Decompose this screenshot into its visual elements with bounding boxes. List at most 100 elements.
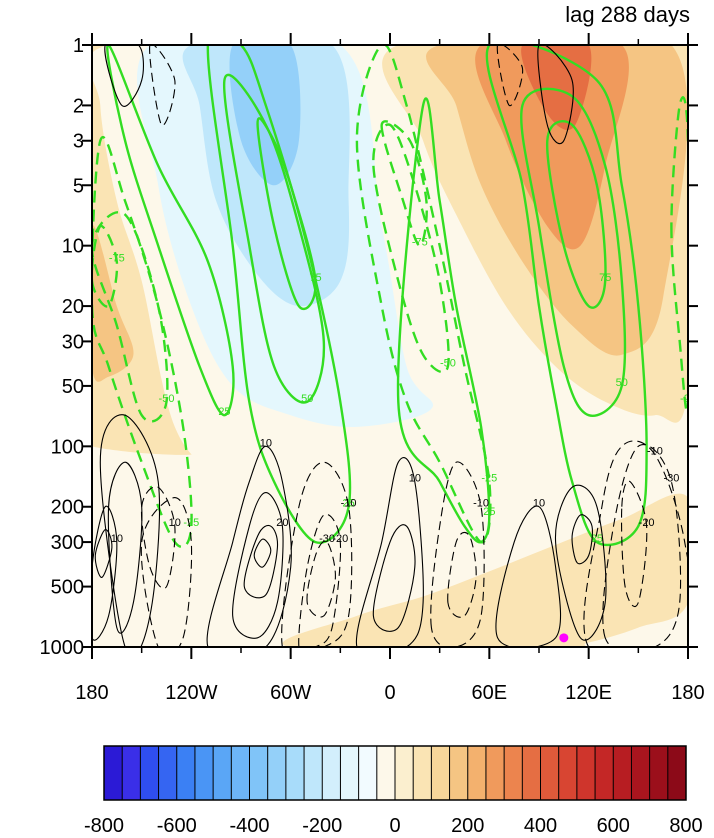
chart-title: lag 288 days <box>565 2 690 27</box>
colorbar-swatch <box>558 746 578 800</box>
colorbar-swatch <box>176 746 196 800</box>
green-contour <box>380 120 428 247</box>
y-tick-label: 10 <box>62 236 84 258</box>
x-tick-label: 180 <box>671 682 704 704</box>
colorbar-label: 800 <box>669 815 702 837</box>
black-contour <box>306 540 336 618</box>
colorbar-swatch <box>667 746 687 800</box>
contour-label: -50 <box>440 357 456 369</box>
colorbar-swatch <box>104 746 123 800</box>
x-tick-label: 60E <box>472 682 508 704</box>
colorbar-label: -600 <box>157 815 197 837</box>
y-tick-label: 50 <box>62 376 84 398</box>
shaded-region <box>475 45 629 250</box>
black-contour <box>496 45 524 106</box>
black-contour <box>495 505 562 647</box>
colorbar-swatch <box>631 746 650 800</box>
green-contour <box>256 117 317 311</box>
black-contour <box>104 45 144 107</box>
contour-label: 10 <box>111 533 123 545</box>
y-tick-label: 500 <box>51 577 84 599</box>
contour-label: 25 <box>591 533 603 545</box>
black-contour <box>140 497 193 647</box>
colorbar-swatch <box>540 746 559 800</box>
colorbar-swatch <box>267 746 287 800</box>
colorbar-label: -400 <box>229 815 269 837</box>
y-tick-label: 200 <box>51 497 84 519</box>
colorbar-swatch <box>194 746 214 800</box>
contour-label: -25 <box>680 393 696 405</box>
black-contour <box>99 414 161 647</box>
green-contour <box>206 45 352 544</box>
colorbar-swatch <box>413 746 432 800</box>
y-tick-label: 100 <box>51 436 84 458</box>
colorbar-swatch <box>376 746 396 800</box>
contour-label: 75 <box>309 272 321 284</box>
black-contour <box>92 505 118 641</box>
colorbar-label: 400 <box>524 815 557 837</box>
contour-label: 10 <box>533 498 545 510</box>
colorbar-swatch <box>304 746 323 800</box>
green-contour <box>520 87 627 417</box>
x-tick-label: 0 <box>384 682 395 704</box>
contour-label: 20 <box>276 517 288 529</box>
contour-lines: 2525507525507525-25-50-75-25-50-75-25101… <box>92 45 696 647</box>
contour-label: 10 <box>169 517 181 529</box>
black-contour <box>372 524 416 632</box>
green-contour <box>396 97 491 544</box>
x-tick-label: 120W <box>165 682 217 704</box>
green-contour <box>92 136 193 548</box>
colorbar-label: 200 <box>451 815 484 837</box>
black-contour <box>447 531 477 618</box>
green-contour <box>92 211 169 423</box>
black-contour <box>571 514 593 565</box>
colorbar-swatch <box>340 746 359 800</box>
shaded-region <box>229 45 301 186</box>
contour-label: 10 <box>260 437 272 449</box>
colorbar-swatch <box>231 746 250 800</box>
black-contour <box>206 445 292 647</box>
colorbar-label: 0 <box>389 815 400 837</box>
colorbar-swatch <box>140 746 159 800</box>
colorbar-frame <box>103 745 687 801</box>
location-marker <box>559 633 569 643</box>
x-tick-label: 180 <box>75 682 108 704</box>
colorbar-label: -800 <box>84 815 124 837</box>
colorbar-swatch <box>449 746 469 800</box>
black-contour <box>253 538 272 568</box>
x-tick-label: 60W <box>270 682 311 704</box>
contour-label: -75 <box>412 237 428 249</box>
shaded-region <box>282 493 688 647</box>
contour-label: 75 <box>599 272 611 284</box>
colorbar-swatch <box>485 746 505 800</box>
colorbar-label: 600 <box>597 815 630 837</box>
black-contour <box>583 440 688 647</box>
y-tick-label: 5 <box>73 175 84 197</box>
green-contour <box>106 45 235 417</box>
green-contour <box>546 120 607 309</box>
x-tick-label: 120E <box>565 682 612 704</box>
contour-label: -50 <box>159 393 175 405</box>
contour-label: 10 <box>409 473 421 485</box>
shaded-region <box>92 225 134 382</box>
green-contour <box>670 96 688 413</box>
y-tick-label: 20 <box>62 296 84 318</box>
colorbar-swatch <box>249 746 268 800</box>
colorbar: -800 -600 -400 -200 0 200 400 600 800 <box>84 745 703 837</box>
colorbar-swatch <box>576 746 596 800</box>
y-tick-label: 1 <box>73 35 84 57</box>
contour-label: -20 <box>332 533 348 545</box>
colorbar-swatch <box>613 746 632 800</box>
x-axis: 180 120W 60W 0 60E 120E 180 <box>75 33 705 704</box>
contour-label: -10 <box>647 446 663 458</box>
y-tick-label: 2 <box>73 95 84 117</box>
colorbar-swatch <box>431 746 450 800</box>
y-tick-label: 30 <box>62 331 84 353</box>
contour-label: -25 <box>481 473 497 485</box>
contour-label: -10 <box>341 498 357 510</box>
green-contour <box>92 224 119 308</box>
contour-label: 25 <box>218 406 230 418</box>
contour-label: 50 <box>616 377 628 389</box>
y-tick-label: 1000 <box>40 637 85 659</box>
contour-label: -10 <box>473 498 489 510</box>
